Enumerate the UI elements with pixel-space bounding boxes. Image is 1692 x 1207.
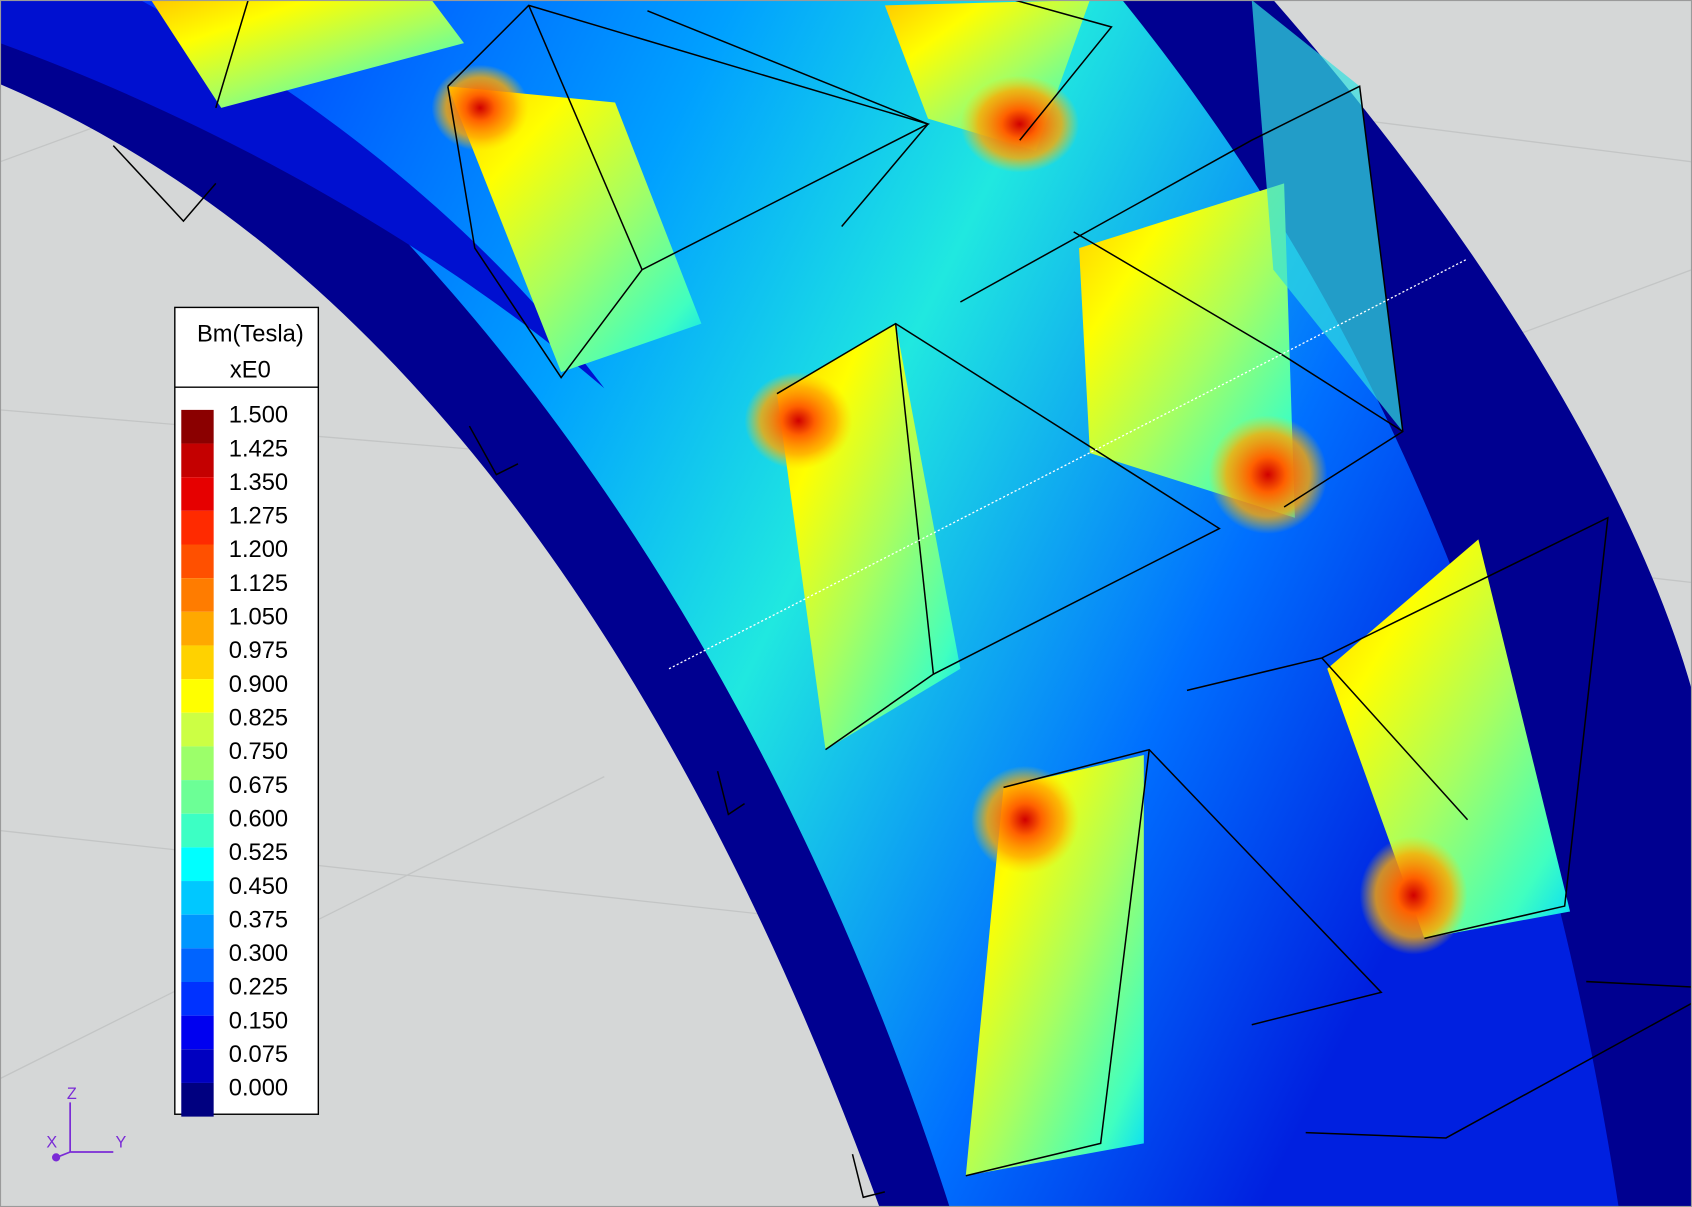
legend-swatch [181,981,214,1016]
legend-label: 0.825 [229,706,288,732]
legend-label: 1.275 [229,504,288,530]
legend-subtitle: xE0 [230,357,271,383]
legend-swatch [181,780,214,814]
axis-triad [52,1102,114,1162]
origin [52,1153,61,1162]
legend-title: Bm(Tesla) [197,322,304,348]
wireframe [112,0,1692,1199]
legend-swatch [181,611,214,646]
section-line [668,258,1468,670]
legend-label: 0.975 [229,638,288,664]
inner-band [0,0,605,389]
legend-swatch [181,477,214,511]
legend-label: 0.075 [229,1042,288,1068]
legend-swatch [181,1015,214,1050]
legend-label: 1.125 [229,571,288,597]
x-label: X [46,1134,57,1152]
legend-swatch [181,1082,214,1117]
legend-label: 0.375 [229,907,288,933]
y-label: Y [115,1134,126,1152]
hot-spots [431,64,1468,955]
legend-swatch [181,881,214,915]
legend-label: 0.750 [229,739,288,765]
legend-swatch [181,847,214,882]
legend-swatch [181,914,214,949]
legend-label: 0.150 [229,1008,288,1034]
legend-label: 0.600 [229,806,288,832]
legend-label: 1.050 [229,605,288,631]
legend-swatch [181,578,214,612]
legend-label: 0.525 [229,840,288,866]
legend-swatch [181,746,214,781]
legend-swatch [181,510,214,545]
legend-swatch [181,948,214,982]
legend-label: 0.225 [229,975,288,1001]
legend-label: 1.350 [229,470,288,496]
legend-label: 1.200 [229,537,288,563]
legend-label: 0.675 [229,773,288,799]
legend-swatch [181,712,214,747]
legend-label: 1.425 [229,436,288,462]
legend-swatch [181,1049,214,1083]
legend-swatch [181,813,214,848]
legend-label: 0.300 [229,941,288,967]
legend-swatch [181,443,214,478]
legend-label: 1.500 [229,403,288,429]
legend-label: 0.450 [229,874,288,900]
legend-swatch [181,645,214,680]
z-label: Z [67,1085,77,1103]
legend-swatch [181,544,214,579]
legend: Bm(Tesla) xE0 1.500 1.425 1.350 1.275 1.200 1… [174,306,320,1117]
legend-swatch [181,679,214,713]
legend-label: 0.000 [229,1076,288,1102]
legend-label: 0.900 [229,672,288,698]
legend-swatch [181,409,214,444]
